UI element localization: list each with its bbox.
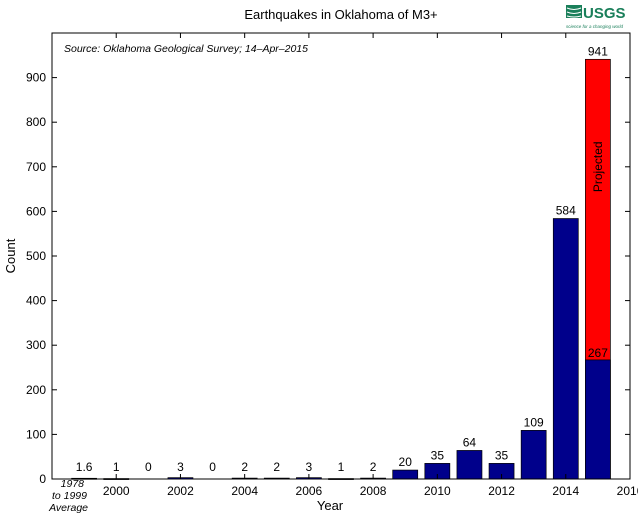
data-label: 1 [113, 460, 120, 474]
x-tick-label: 2000 [103, 484, 130, 498]
y-tick-label: 300 [26, 338, 46, 352]
data-label-projected: 941 [588, 44, 608, 58]
data-label: 3 [177, 460, 184, 474]
data-label: 20 [399, 455, 413, 469]
x-tick-label: 2008 [360, 484, 387, 498]
average-label-line1: 1978 [61, 478, 85, 490]
data-label: 35 [495, 448, 509, 462]
y-tick-label: 600 [26, 204, 46, 218]
data-label: 0 [209, 460, 216, 474]
data-label: 267 [588, 346, 608, 360]
y-axis-label: Count [3, 238, 18, 273]
x-tick-label: 2010 [424, 484, 451, 498]
y-tick-label: 700 [26, 160, 46, 174]
y-tick-label: 200 [26, 383, 46, 397]
data-label: 0 [145, 460, 152, 474]
bar-2013 [520, 430, 547, 480]
bar-2015 [585, 359, 611, 480]
chart-title: Earthquakes in Oklahoma of M3+ [244, 7, 437, 22]
usgs-logo-mark [566, 5, 582, 18]
data-label: 2 [273, 460, 280, 474]
data-label: 2 [370, 460, 377, 474]
average-label-line2: to 1999 [52, 490, 87, 502]
data-label: 64 [463, 435, 477, 449]
projected-text: Projected [591, 141, 605, 192]
x-tick-label: 2006 [296, 484, 323, 498]
x-tick-label: 2016 [617, 484, 638, 498]
usgs-logo-tagline: science for a changing world [566, 24, 624, 29]
y-tick-label: 0 [39, 472, 46, 486]
x-tick-label: 2014 [552, 484, 579, 498]
data-label: 584 [556, 204, 576, 218]
data-label: 1.6 [76, 460, 93, 474]
x-tick-label: 2002 [167, 484, 194, 498]
bar-2009 [392, 469, 419, 480]
y-tick-label: 400 [26, 294, 46, 308]
y-tick-label: 800 [26, 115, 46, 129]
y-tick-label: 900 [26, 71, 46, 85]
data-label: 109 [524, 415, 544, 429]
average-label: 1978 to 1999 Average [48, 478, 88, 514]
data-label: 1 [338, 460, 345, 474]
x-axis-label: Year [317, 498, 344, 513]
usgs-logo: USGS science for a changing world [566, 5, 626, 29]
usgs-logo-text: USGS [583, 5, 626, 22]
x-tick-label: 2004 [231, 484, 258, 498]
bar-2011 [456, 450, 483, 480]
bar-2014 [552, 218, 579, 480]
average-label-line3: Average [48, 502, 88, 514]
y-tick-label: 500 [26, 249, 46, 263]
source-annotation: Source: Oklahoma Geological Survey; 14–A… [64, 43, 308, 55]
plot-frame [51, 32, 631, 480]
x-tick-label: 2012 [488, 484, 515, 498]
data-label: 3 [306, 460, 313, 474]
y-tick-label: 100 [26, 427, 46, 441]
data-label: 35 [431, 448, 445, 462]
data-label: 2 [241, 460, 248, 474]
